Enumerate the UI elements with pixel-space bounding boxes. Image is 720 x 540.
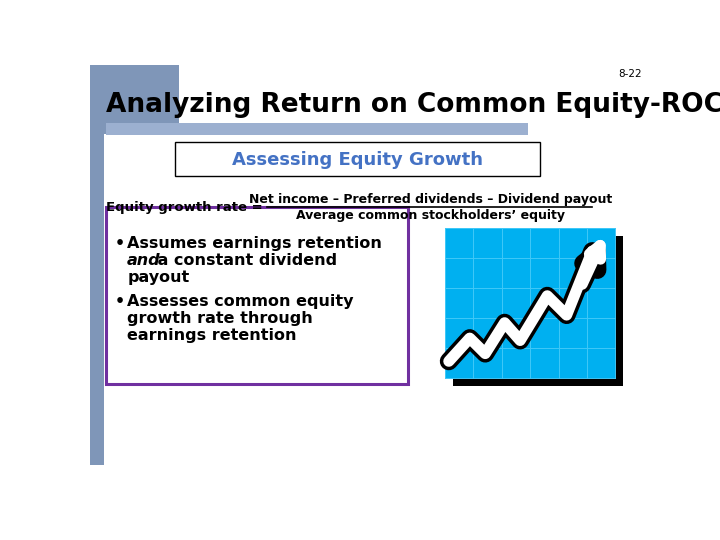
Text: earnings retention: earnings retention — [127, 328, 297, 343]
Text: payout: payout — [127, 269, 189, 285]
Text: Net income – Preferred dividends – Dividend payout: Net income – Preferred dividends – Divid… — [249, 193, 613, 206]
Text: Assesses common equity: Assesses common equity — [127, 294, 354, 309]
Text: and: and — [127, 253, 161, 268]
Text: Equity growth rate =: Equity growth rate = — [106, 201, 266, 214]
Bar — [90, 134, 104, 465]
Text: growth rate through: growth rate through — [127, 311, 313, 326]
Text: 8-22: 8-22 — [618, 70, 642, 79]
Text: Assumes earnings retention: Assumes earnings retention — [127, 236, 382, 251]
Text: Assessing Equity Growth: Assessing Equity Growth — [232, 151, 483, 168]
Bar — [90, 65, 179, 134]
Text: Analyzing Return on Common Equity-ROCE: Analyzing Return on Common Equity-ROCE — [106, 92, 720, 118]
Text: •: • — [114, 236, 125, 251]
Text: Average common stockholders’ equity: Average common stockholders’ equity — [297, 209, 565, 222]
Text: a constant dividend: a constant dividend — [152, 253, 337, 268]
Bar — [453, 236, 624, 386]
Bar — [106, 207, 408, 384]
Bar — [106, 123, 528, 135]
Text: •: • — [114, 294, 125, 309]
Bar — [175, 142, 539, 177]
Bar — [445, 228, 616, 378]
